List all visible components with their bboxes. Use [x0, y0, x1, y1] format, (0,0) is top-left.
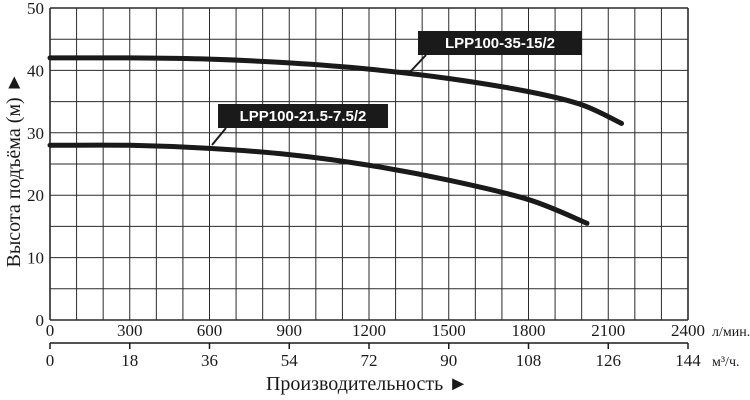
x-tick-label-primary: 2400	[671, 321, 705, 340]
x-tick-label-primary: 1800	[512, 321, 546, 340]
series-label-0: LPP100-35-15/2	[445, 35, 555, 52]
series-label-leader-0	[409, 54, 427, 73]
x-tick-label-primary: 900	[277, 321, 303, 340]
series-curve-1	[47, 142, 590, 226]
y-tick-label: 40	[27, 61, 44, 80]
x-tick-label-primary: 1500	[432, 321, 466, 340]
chart-series-labels: LPP100-35-15/2 LPP100-21.5-7.5/2	[211, 31, 582, 146]
series-label-box-1	[218, 104, 388, 128]
series-label-1: LPP100-21.5-7.5/2	[240, 108, 367, 125]
y-tick-label: 10	[27, 249, 44, 268]
y-tick-label: 50	[27, 0, 44, 18]
x-axis-title: Производительность ►	[266, 373, 468, 395]
x-tick-label-primary: 300	[117, 321, 143, 340]
x-secondary-unit: м³/ч.	[712, 355, 740, 370]
x-tick-label-secondary: 90	[440, 351, 457, 370]
series-curve-0	[47, 55, 625, 126]
x-tick-label-primary: 1200	[352, 321, 386, 340]
x-tick-label-secondary: 54	[281, 351, 299, 370]
x-tick-label-secondary: 126	[596, 351, 622, 370]
y-axis-title: Высота подъёма (м) ►	[3, 73, 25, 268]
x-tick-label-secondary: 144	[675, 351, 701, 370]
x-tick-label-secondary: 108	[516, 351, 542, 370]
series-label-box-0	[418, 31, 582, 55]
x-tick-label-primary: 0	[46, 321, 55, 340]
x-primary-unit: л/мин.	[712, 325, 750, 340]
y-tick-label: 30	[27, 124, 44, 143]
x-tick-label-secondary: 36	[201, 351, 218, 370]
x-tick-label-secondary: 18	[121, 351, 138, 370]
x-tick-label-primary: 2100	[591, 321, 625, 340]
y-tick-label: 0	[36, 311, 45, 330]
y-tick-label: 20	[27, 186, 44, 205]
x-tick-label-secondary: 72	[361, 351, 378, 370]
x-tick-label-secondary: 0	[46, 351, 55, 370]
series-label-leader-1	[211, 127, 227, 146]
x-tick-label-primary: 600	[197, 321, 223, 340]
chart-series-layer	[47, 55, 625, 226]
